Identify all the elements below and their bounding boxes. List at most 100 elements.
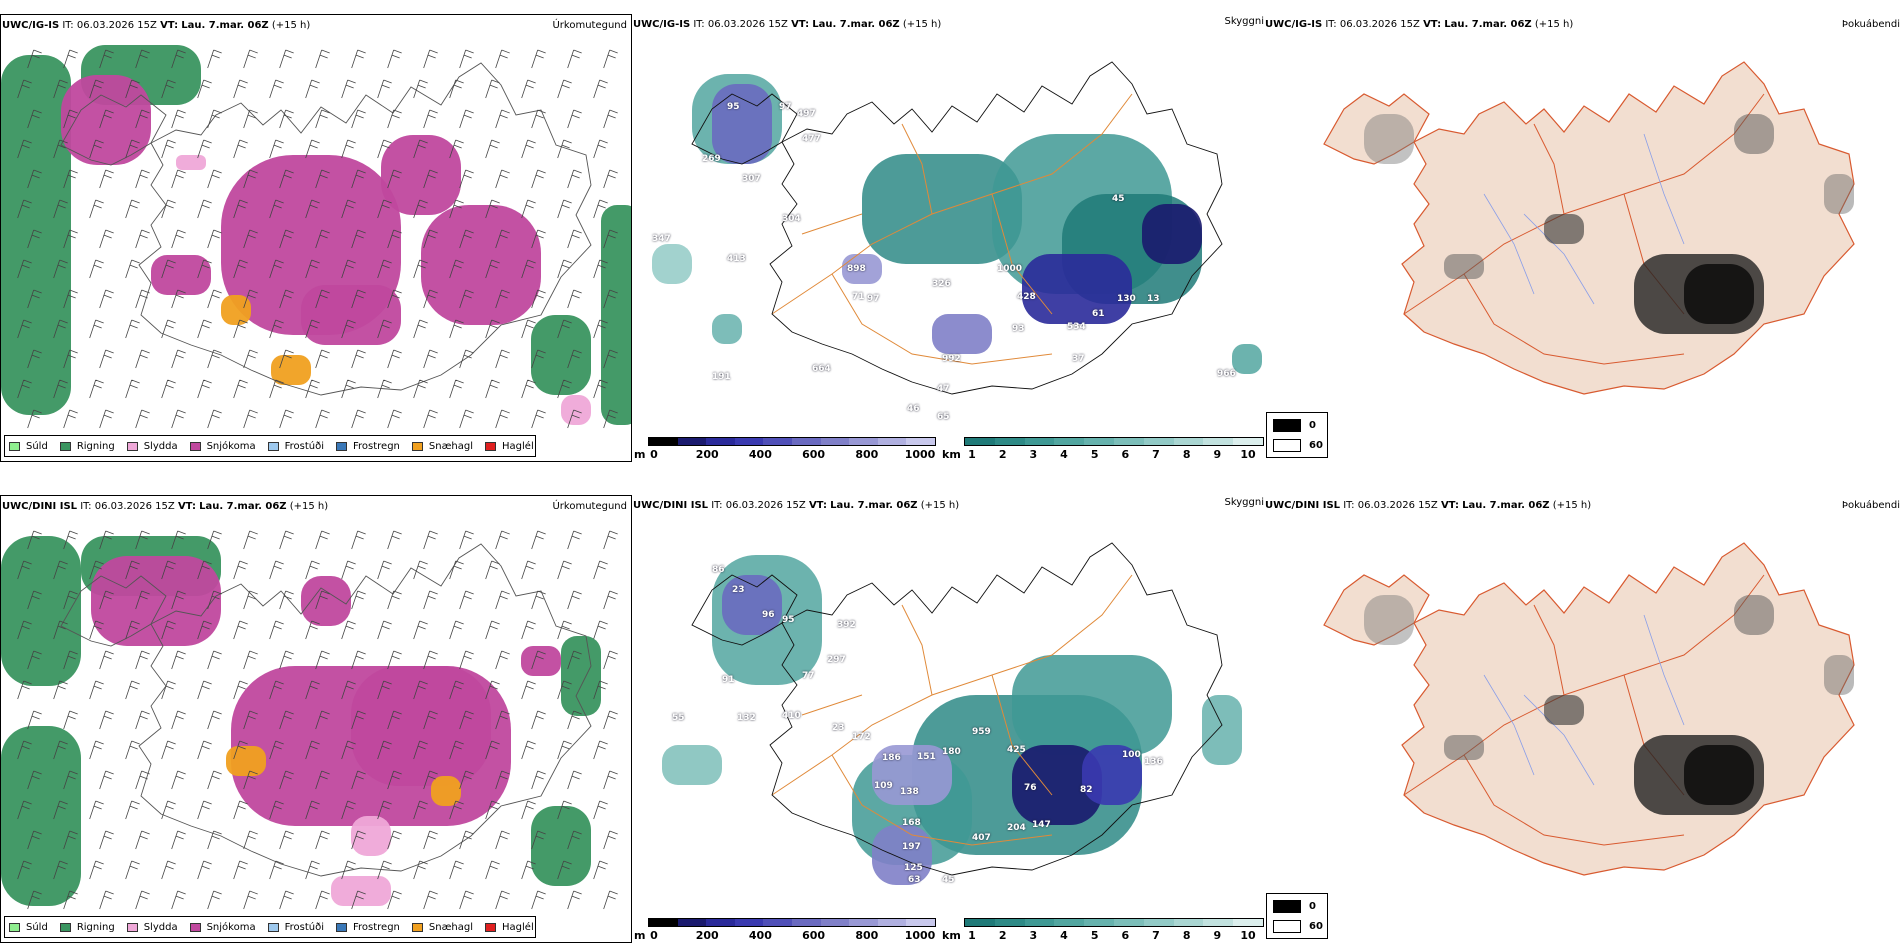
precip-area bbox=[176, 155, 206, 170]
wind-barbs bbox=[17, 49, 618, 429]
wind-barb bbox=[341, 740, 356, 760]
fog-fields bbox=[1323, 61, 1855, 395]
wind-barb bbox=[279, 109, 294, 129]
wind-barb bbox=[521, 680, 536, 700]
cloudbase-area bbox=[872, 745, 952, 805]
wind-barb bbox=[27, 830, 42, 850]
wind-barb bbox=[449, 740, 464, 760]
wind-barb bbox=[243, 770, 258, 790]
wind-barb bbox=[89, 800, 104, 820]
wind-barb bbox=[377, 139, 392, 159]
wind-barb bbox=[603, 349, 618, 369]
wind-barb bbox=[125, 259, 140, 279]
wind-barb bbox=[459, 770, 474, 790]
wind-barb bbox=[603, 409, 618, 429]
cloudbase-value: 125 bbox=[904, 863, 923, 873]
wind-barb bbox=[99, 890, 114, 910]
cloudbase-value: 109 bbox=[874, 781, 893, 791]
wind-barb bbox=[521, 79, 536, 99]
colorbar-cell bbox=[706, 919, 735, 926]
legend-swatch bbox=[336, 441, 347, 451]
vt-label: VT: bbox=[177, 501, 196, 512]
wind-barb bbox=[243, 530, 258, 550]
coastline bbox=[769, 61, 1223, 395]
wind-barb bbox=[413, 740, 428, 760]
wind-barb bbox=[53, 860, 68, 880]
wind-barb bbox=[243, 650, 258, 670]
wind-barb bbox=[89, 79, 104, 99]
it-label: IT: bbox=[62, 20, 74, 31]
cloudbase-value: 992 bbox=[942, 354, 961, 364]
colorbar-tick: 2 bbox=[998, 929, 1007, 942]
wind-barb bbox=[305, 79, 320, 99]
wind-barb bbox=[387, 890, 402, 910]
wind-barb bbox=[485, 860, 500, 880]
wind-barb bbox=[27, 229, 42, 249]
wind-barb bbox=[171, 229, 186, 249]
wind-barb bbox=[413, 560, 428, 580]
wind-barb bbox=[423, 169, 438, 189]
wind-barb bbox=[495, 890, 510, 910]
wind-barb bbox=[53, 800, 68, 820]
precip-area bbox=[561, 395, 591, 425]
wind-barb bbox=[233, 620, 248, 640]
wind-barb bbox=[413, 379, 428, 399]
precip-area bbox=[271, 355, 311, 385]
wind-barb bbox=[521, 319, 536, 339]
wind-barb bbox=[593, 800, 608, 820]
legend-item: Súld bbox=[9, 441, 48, 452]
wind-barb bbox=[521, 259, 536, 279]
cloudbase-area bbox=[712, 84, 772, 164]
wind-barb bbox=[531, 349, 546, 369]
legend-item: Snæhagl bbox=[411, 921, 474, 933]
wind-barb bbox=[495, 229, 510, 249]
vt-value: Lau. 7.mar. 06Z bbox=[181, 20, 269, 31]
wind-barb bbox=[171, 289, 186, 309]
wind-barb bbox=[27, 590, 42, 610]
visibility-area bbox=[1232, 344, 1262, 374]
cloudbase-value: 100 bbox=[1122, 750, 1141, 760]
colorbar-cell bbox=[734, 919, 764, 926]
colorbar-cell bbox=[1113, 919, 1144, 926]
wind-barb bbox=[99, 349, 114, 369]
wind-barb bbox=[161, 560, 176, 580]
wind-barb bbox=[27, 409, 42, 429]
wind-barb bbox=[171, 49, 186, 69]
model-name: UWC/DINI ISL bbox=[1265, 500, 1341, 511]
coastline bbox=[769, 542, 1223, 876]
vt-label: VT: bbox=[1440, 500, 1459, 511]
cloudbase-value: 136 bbox=[1144, 757, 1163, 767]
wind-barb bbox=[269, 740, 284, 760]
colorbar-tick: 4 bbox=[1060, 448, 1068, 461]
wind-barb bbox=[315, 890, 330, 910]
road bbox=[1403, 574, 1765, 846]
legend-item: Snjókoma bbox=[189, 441, 256, 452]
legend-label: Snæhagl bbox=[428, 921, 474, 933]
precip-area bbox=[331, 876, 391, 906]
wind-barb bbox=[387, 49, 402, 69]
wind-barb bbox=[557, 139, 572, 159]
wind-barb bbox=[495, 289, 510, 309]
cloudbase-value: 47 bbox=[937, 384, 950, 394]
colorbar-tick: 2 bbox=[998, 448, 1007, 461]
wind-barb bbox=[99, 770, 114, 790]
wind-barb bbox=[161, 319, 176, 339]
wind-barb bbox=[413, 680, 428, 700]
river bbox=[1483, 133, 1685, 305]
wind-barb bbox=[341, 800, 356, 820]
wind-barb bbox=[305, 560, 320, 580]
wind-barb bbox=[495, 109, 510, 129]
colorbar-tick: 0 bbox=[650, 929, 658, 942]
colorbar-cell bbox=[677, 438, 707, 445]
wind-barb bbox=[89, 740, 104, 760]
precip-area bbox=[351, 816, 391, 856]
cloudbase-value: 95 bbox=[727, 102, 740, 112]
panel-title: UWC/IG-IS IT: 06.03.2026 15Z VT: Lau. 7.… bbox=[633, 19, 941, 30]
coastline-westfjords bbox=[691, 574, 798, 646]
wind-barb bbox=[17, 199, 32, 219]
wind-barb bbox=[279, 530, 294, 550]
visibility-area bbox=[652, 244, 692, 284]
wind-barb bbox=[341, 560, 356, 580]
wind-barb bbox=[243, 710, 258, 730]
panel-title: UWC/DINI ISL IT: 06.03.2026 15Z VT: Lau.… bbox=[1265, 500, 1591, 511]
